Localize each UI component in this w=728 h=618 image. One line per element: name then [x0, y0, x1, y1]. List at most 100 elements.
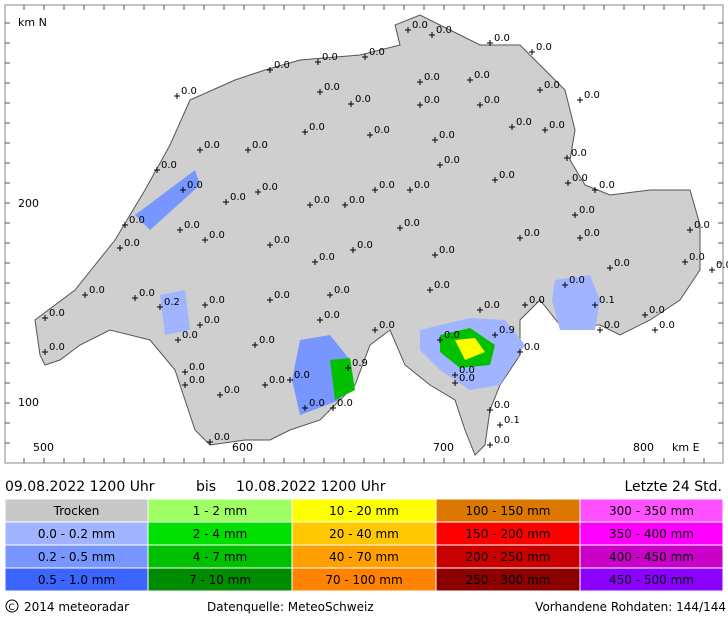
station-value: 0.0 — [274, 290, 290, 301]
legend-label: 0.2 - 0.5 mm — [38, 550, 115, 564]
station-value: 0.0 — [436, 25, 452, 36]
station-value: 0.2 — [164, 297, 180, 308]
station-value: 0.0 — [579, 205, 595, 216]
station-marker — [687, 227, 693, 233]
station-value: 0.0 — [459, 373, 475, 384]
station-value: 0.9 — [352, 358, 368, 369]
station-marker — [497, 422, 503, 428]
station-value: 0.0 — [189, 375, 205, 386]
station-marker — [217, 392, 223, 398]
station-marker — [592, 187, 598, 193]
station-marker — [487, 442, 493, 448]
station-marker — [330, 405, 336, 411]
station-value: 0.0 — [604, 320, 620, 331]
station-marker — [82, 292, 88, 298]
station-value: 0.0 — [355, 94, 371, 105]
station-value: 0.0 — [414, 180, 430, 191]
station-marker — [437, 162, 443, 168]
station-value: 0.0 — [252, 140, 268, 151]
station-value: 0.0 — [444, 155, 460, 166]
station-marker — [180, 187, 186, 193]
station-marker — [417, 102, 423, 108]
station-marker — [522, 302, 528, 308]
station-marker — [345, 365, 351, 371]
station-value: 0.0 — [544, 80, 560, 91]
station-value: 0.0 — [379, 180, 395, 191]
station-value: 0.0 — [349, 195, 365, 206]
station-value: 0.0 — [524, 342, 540, 353]
legend-label: 450 - 500 mm — [609, 573, 694, 587]
station-marker — [307, 202, 313, 208]
station-marker — [709, 267, 715, 273]
station-value: 0.0 — [484, 95, 500, 106]
station-marker — [607, 265, 613, 271]
station-marker — [267, 242, 273, 248]
station-value: 0.0 — [324, 310, 340, 321]
legend-label: 200 - 250 mm — [466, 550, 551, 564]
station-value: 0.0 — [536, 42, 552, 53]
station-marker — [348, 101, 354, 107]
station-marker — [437, 337, 443, 343]
station-marker — [252, 342, 258, 348]
station-value: 0.0 — [571, 148, 587, 159]
station-value: 0.1 — [504, 415, 520, 426]
legend-label: 100 - 150 mm — [466, 504, 551, 518]
station-marker — [202, 237, 208, 243]
station-value: 0.0 — [309, 398, 325, 409]
source: Datenquelle: MeteoSchweiz — [207, 600, 374, 614]
station-marker — [372, 187, 378, 193]
station-marker — [315, 59, 321, 65]
date-sep: bis — [196, 479, 216, 495]
legend-label: 10 - 20 mm — [329, 504, 399, 518]
station-marker — [122, 222, 128, 228]
station-value: 0.0 — [322, 52, 338, 63]
station-value: 0.0 — [334, 285, 350, 296]
station-value: 0.0 — [269, 375, 285, 386]
station-value: 0.0 — [209, 295, 225, 306]
station-marker — [175, 337, 181, 343]
legend-label: 0.0 - 0.2 mm — [38, 527, 115, 541]
station-marker — [255, 189, 261, 195]
station-value: 0.0 — [319, 252, 335, 263]
station-value: 0.0 — [499, 170, 515, 181]
legend-label: 7 - 10 mm — [189, 573, 251, 587]
station-marker — [372, 327, 378, 333]
station-marker — [565, 180, 571, 186]
x-label: 600 — [232, 441, 253, 454]
station-marker — [529, 49, 535, 55]
legend-label: 1 - 2 mm — [193, 504, 247, 518]
station-value: 0.0 — [49, 342, 65, 353]
station-value: 0.0 — [424, 95, 440, 106]
station-marker — [492, 332, 498, 338]
station-value: 0.0 — [404, 218, 420, 229]
station-marker — [642, 312, 648, 318]
x-label: 700 — [433, 441, 454, 454]
station-marker — [405, 27, 411, 33]
legend-label: 4 - 7 mm — [193, 550, 247, 564]
station-value: 0.0 — [184, 220, 200, 231]
station-value: 0.0 — [412, 20, 428, 31]
station-value: 0.0 — [379, 320, 395, 331]
station-marker — [182, 382, 188, 388]
station-value: 0.0 — [182, 330, 198, 341]
station-marker — [245, 147, 251, 153]
station-marker — [154, 167, 160, 173]
station-value: 0.0 — [572, 173, 588, 184]
station-value: 0.0 — [49, 308, 65, 319]
station-marker — [174, 93, 180, 99]
station-value: 0.1 — [599, 295, 615, 306]
station-value: 0.0 — [494, 400, 510, 411]
legend-label: 2 - 4 mm — [193, 527, 247, 541]
station-value: 0.0 — [439, 245, 455, 256]
station-marker — [362, 54, 368, 60]
station-value: 0.0 — [259, 335, 275, 346]
station-marker — [302, 129, 308, 135]
station-value: 0.0 — [187, 180, 203, 191]
station-value: 0.0 — [439, 130, 455, 141]
station-value: 0.0 — [524, 228, 540, 239]
station-marker — [267, 67, 273, 73]
station-marker — [177, 227, 183, 233]
switzerland — [34, 14, 701, 456]
station-value: 0.0 — [459, 365, 475, 376]
station-value: 0.0 — [569, 275, 585, 286]
